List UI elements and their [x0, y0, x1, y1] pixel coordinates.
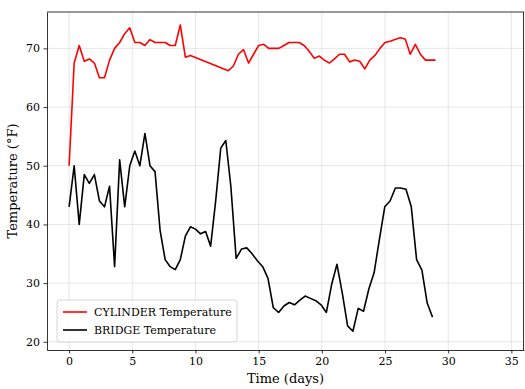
tick: 0: [66, 350, 73, 368]
tick: 20: [315, 350, 329, 368]
grid-line-x: [448, 12, 449, 350]
tick-mark: [132, 350, 133, 354]
tick-mark: [69, 350, 70, 354]
frame-top: [47, 12, 524, 13]
grid-line-y: [47, 165, 524, 166]
grid-line-y: [47, 107, 524, 108]
legend-swatch: [63, 311, 87, 313]
tick-mark: [195, 350, 196, 354]
tick-label: 50: [26, 160, 40, 173]
grid-line-x: [132, 12, 133, 350]
series-line: [69, 25, 435, 166]
tick-label: 30: [442, 355, 456, 368]
tick: 50: [26, 160, 47, 173]
tick-label: 20: [315, 355, 329, 368]
tick-mark: [44, 342, 48, 343]
tick: 25: [379, 350, 393, 368]
tick-label: 35: [505, 355, 519, 368]
tick-label: 40: [26, 218, 40, 231]
tick-label: 20: [26, 336, 40, 349]
legend-label: CYLINDER Temperature: [94, 306, 232, 319]
tick-mark: [448, 350, 449, 354]
tick-label: 60: [26, 101, 40, 114]
tick-label: 10: [189, 355, 203, 368]
x-axis-title: Time (days): [247, 371, 324, 386]
axis-line: [47, 13, 48, 351]
tick: 30: [26, 277, 47, 290]
tick-mark: [259, 350, 260, 354]
tick: 70: [26, 42, 47, 55]
tick-mark: [44, 48, 48, 49]
tick-label: 5: [129, 355, 136, 368]
tick-label: 30: [26, 277, 40, 290]
tick-label: 15: [252, 355, 266, 368]
tick: 10: [189, 350, 203, 368]
axis-line: [48, 350, 525, 351]
tick-mark: [511, 350, 512, 354]
tick: 15: [252, 350, 266, 368]
tick-mark: [322, 350, 323, 354]
tick-label: 25: [379, 355, 393, 368]
tick: 35: [505, 350, 519, 368]
grid-line-x: [385, 12, 386, 350]
grid-line-y: [47, 283, 524, 284]
grid-line-x: [258, 12, 259, 350]
tick: 30: [442, 350, 456, 368]
grid-line-x: [321, 12, 322, 350]
grid-line-x: [195, 12, 196, 350]
tick-mark: [44, 283, 48, 284]
tick: 20: [26, 336, 47, 349]
tick-label: 70: [26, 42, 40, 55]
legend-frame: [57, 300, 237, 342]
tick-mark: [385, 350, 386, 354]
plot-area: [69, 25, 435, 331]
grid-line-y: [47, 48, 524, 49]
legend-swatch: [63, 329, 87, 331]
tick: 40: [26, 218, 47, 231]
tick-mark: [44, 166, 48, 167]
tick-label: 0: [66, 355, 73, 368]
tick: 5: [129, 350, 136, 368]
y-axis: 20 30 40 50 60 70: [26, 13, 48, 351]
chart: 0 5 10 15 20 25 30 35 20 30 40 50 60 70 Time (days) Tem…: [0, 0, 525, 389]
grid-line-x: [69, 12, 70, 350]
x-axis: 0 5 10 15 20 25 30 35: [48, 350, 525, 368]
tick-mark: [44, 224, 48, 225]
legend: CYLINDER Temperature BRIDGE Temperature: [57, 300, 237, 342]
grid-line-y: [47, 224, 524, 225]
legend-label: BRIDGE Temperature: [94, 324, 216, 337]
tick: 60: [26, 101, 47, 114]
grid: [47, 12, 524, 350]
frame-right: [523, 12, 524, 350]
y-axis-title: Temperature (°F): [5, 124, 20, 239]
tick-mark: [44, 107, 48, 108]
grid-line-x: [511, 12, 512, 350]
